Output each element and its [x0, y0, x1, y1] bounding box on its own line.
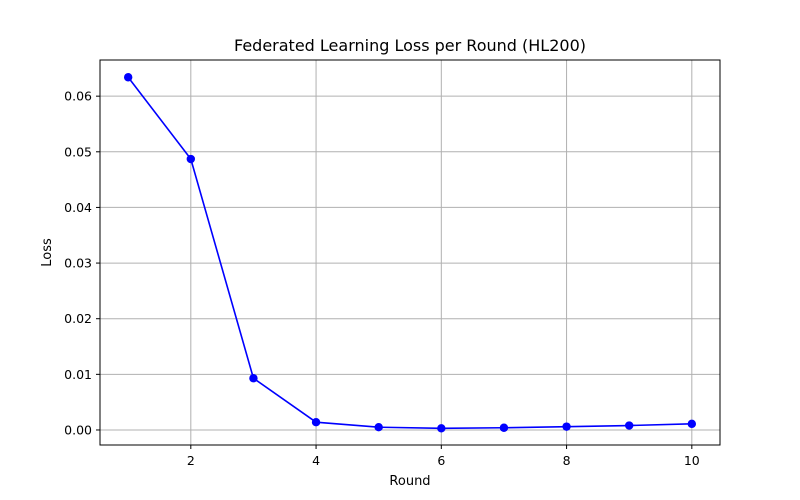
loss-data-point [499, 423, 509, 432]
loss-data-point [562, 422, 571, 431]
loss-data-point [123, 73, 133, 82]
y-tick-label: 0.02 [64, 311, 92, 326]
y-tick-label: 0.06 [64, 89, 92, 104]
loss-data-point [624, 421, 634, 430]
grid [100, 60, 720, 445]
series-layer [123, 73, 697, 433]
y-tick-label: 0.04 [64, 200, 92, 215]
y-axis-label: Loss [40, 238, 55, 267]
loss-data-point [249, 374, 258, 383]
loss-series-line [127, 76, 692, 430]
loss-data-point [311, 417, 321, 427]
x-axis-label: Round [389, 474, 430, 489]
x-tick-label: 8 [563, 453, 571, 468]
x-tick-label: 4 [312, 453, 320, 468]
chart-title: Federated Learning Loss per Round (HL200… [234, 36, 586, 55]
y-tick-label: 0.03 [64, 256, 92, 271]
y-tick-label: 0.05 [64, 144, 92, 159]
x-tick-label: 2 [187, 453, 195, 468]
plot-frame [99, 59, 721, 446]
ticks: 2 4 6 8 10 0.00 0.01 0.02 0.03 0.04 0.05 0.06 [64, 89, 700, 468]
y-tick-label: 0.01 [64, 367, 92, 382]
y-tick-label: 0.00 [64, 422, 92, 437]
x-tick-label: 10 [684, 453, 700, 468]
loss-data-point [687, 419, 697, 429]
loss-data-point [437, 424, 446, 433]
loss-data-point [374, 422, 383, 432]
x-tick-label: 6 [437, 453, 445, 468]
loss-data-point [186, 154, 196, 164]
